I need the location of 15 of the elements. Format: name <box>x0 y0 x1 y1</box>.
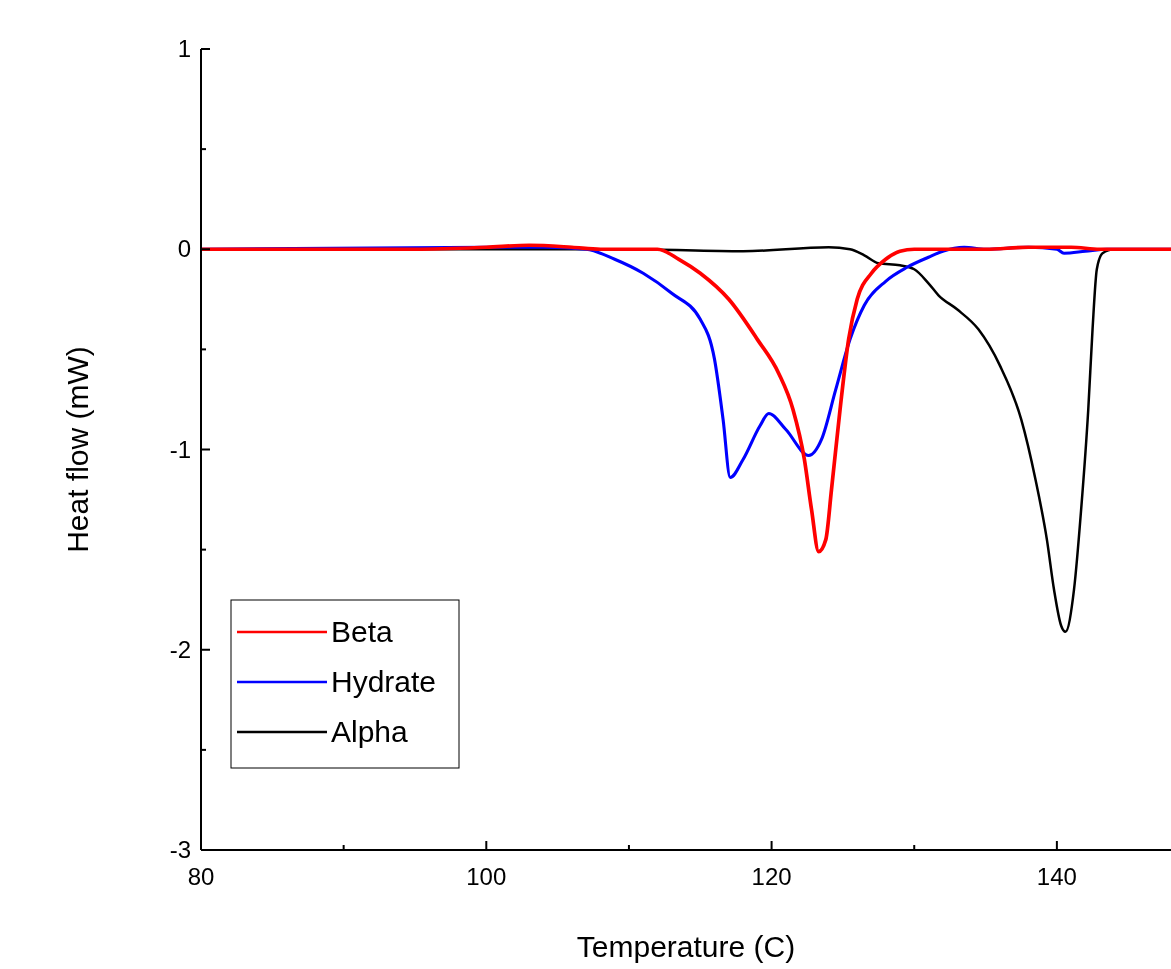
x-tick-label: 120 <box>751 863 792 890</box>
y-tick-label: -3 <box>169 836 191 863</box>
y-tick-label: 1 <box>177 35 191 62</box>
legend-label: Alpha <box>331 715 409 748</box>
y-tick-label: 0 <box>177 235 191 263</box>
x-tick-label: 140 <box>1036 863 1077 890</box>
y-tick-label: -2 <box>169 635 191 663</box>
x-axis-title: Temperature (C) <box>576 930 796 963</box>
x-tick-label: 80 <box>187 863 215 890</box>
x-tick-label: 100 <box>466 863 507 890</box>
legend-label: Hydrate <box>331 665 437 698</box>
y-tick-label: -1 <box>169 435 191 463</box>
legend-label: Beta <box>331 615 394 648</box>
y-axis-title: Heat flow (mW) <box>61 346 94 553</box>
line-series <box>199 243 1171 554</box>
